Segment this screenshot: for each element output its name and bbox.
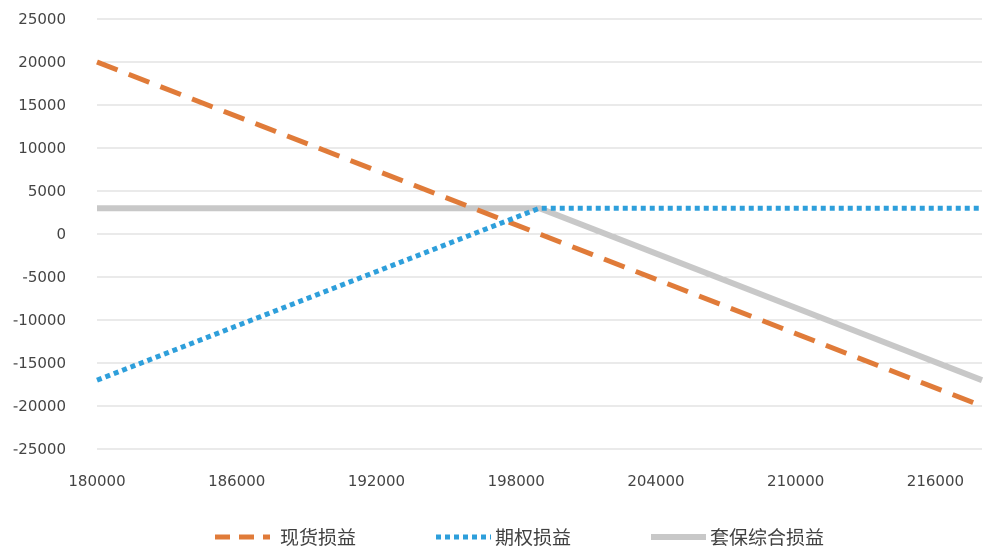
series-line-0 (96, 59, 983, 409)
gridlines (97, 18, 982, 450)
y-tick-label: -15000 (13, 354, 66, 372)
x-tick-label: 210000 (767, 472, 824, 490)
x-tick-label: 186000 (208, 472, 265, 490)
y-tick-label: -10000 (13, 311, 66, 329)
y-tick-label: 10000 (18, 139, 66, 157)
y-tick-label: 20000 (18, 53, 66, 71)
y-tick-label: -25000 (13, 440, 66, 458)
series-lines (96, 59, 984, 409)
x-tick-label: 198000 (488, 472, 545, 490)
x-tick-label: 204000 (627, 472, 684, 490)
y-tick-label: -5000 (22, 268, 66, 286)
y-axis-tick-labels: 25000 20000 15000 10000 5000 0 -5000 -10000 -150… (13, 10, 66, 458)
x-tick-label: 180000 (68, 472, 125, 490)
legend-label-2: 套保综合损益 (710, 527, 824, 547)
y-tick-label: 5000 (28, 182, 66, 200)
series-line-2 (97, 205, 984, 383)
legend-label-0: 现货损益 (280, 527, 356, 547)
x-tick-label: 216000 (907, 472, 964, 490)
y-tick-label: 25000 (18, 10, 66, 28)
y-tick-label: -20000 (13, 397, 66, 415)
y-tick-label: 15000 (18, 96, 66, 114)
legend-label-1: 期权损益 (495, 527, 571, 547)
x-axis-tick-labels: 180000 186000 192000 198000 204000 210000 2160… (68, 472, 964, 490)
x-tick-label: 192000 (348, 472, 405, 490)
series-line-1 (96, 205, 982, 383)
legend: 现货损益 期权损益 套保综合损益 (215, 527, 824, 547)
y-tick-label: 0 (56, 225, 66, 243)
